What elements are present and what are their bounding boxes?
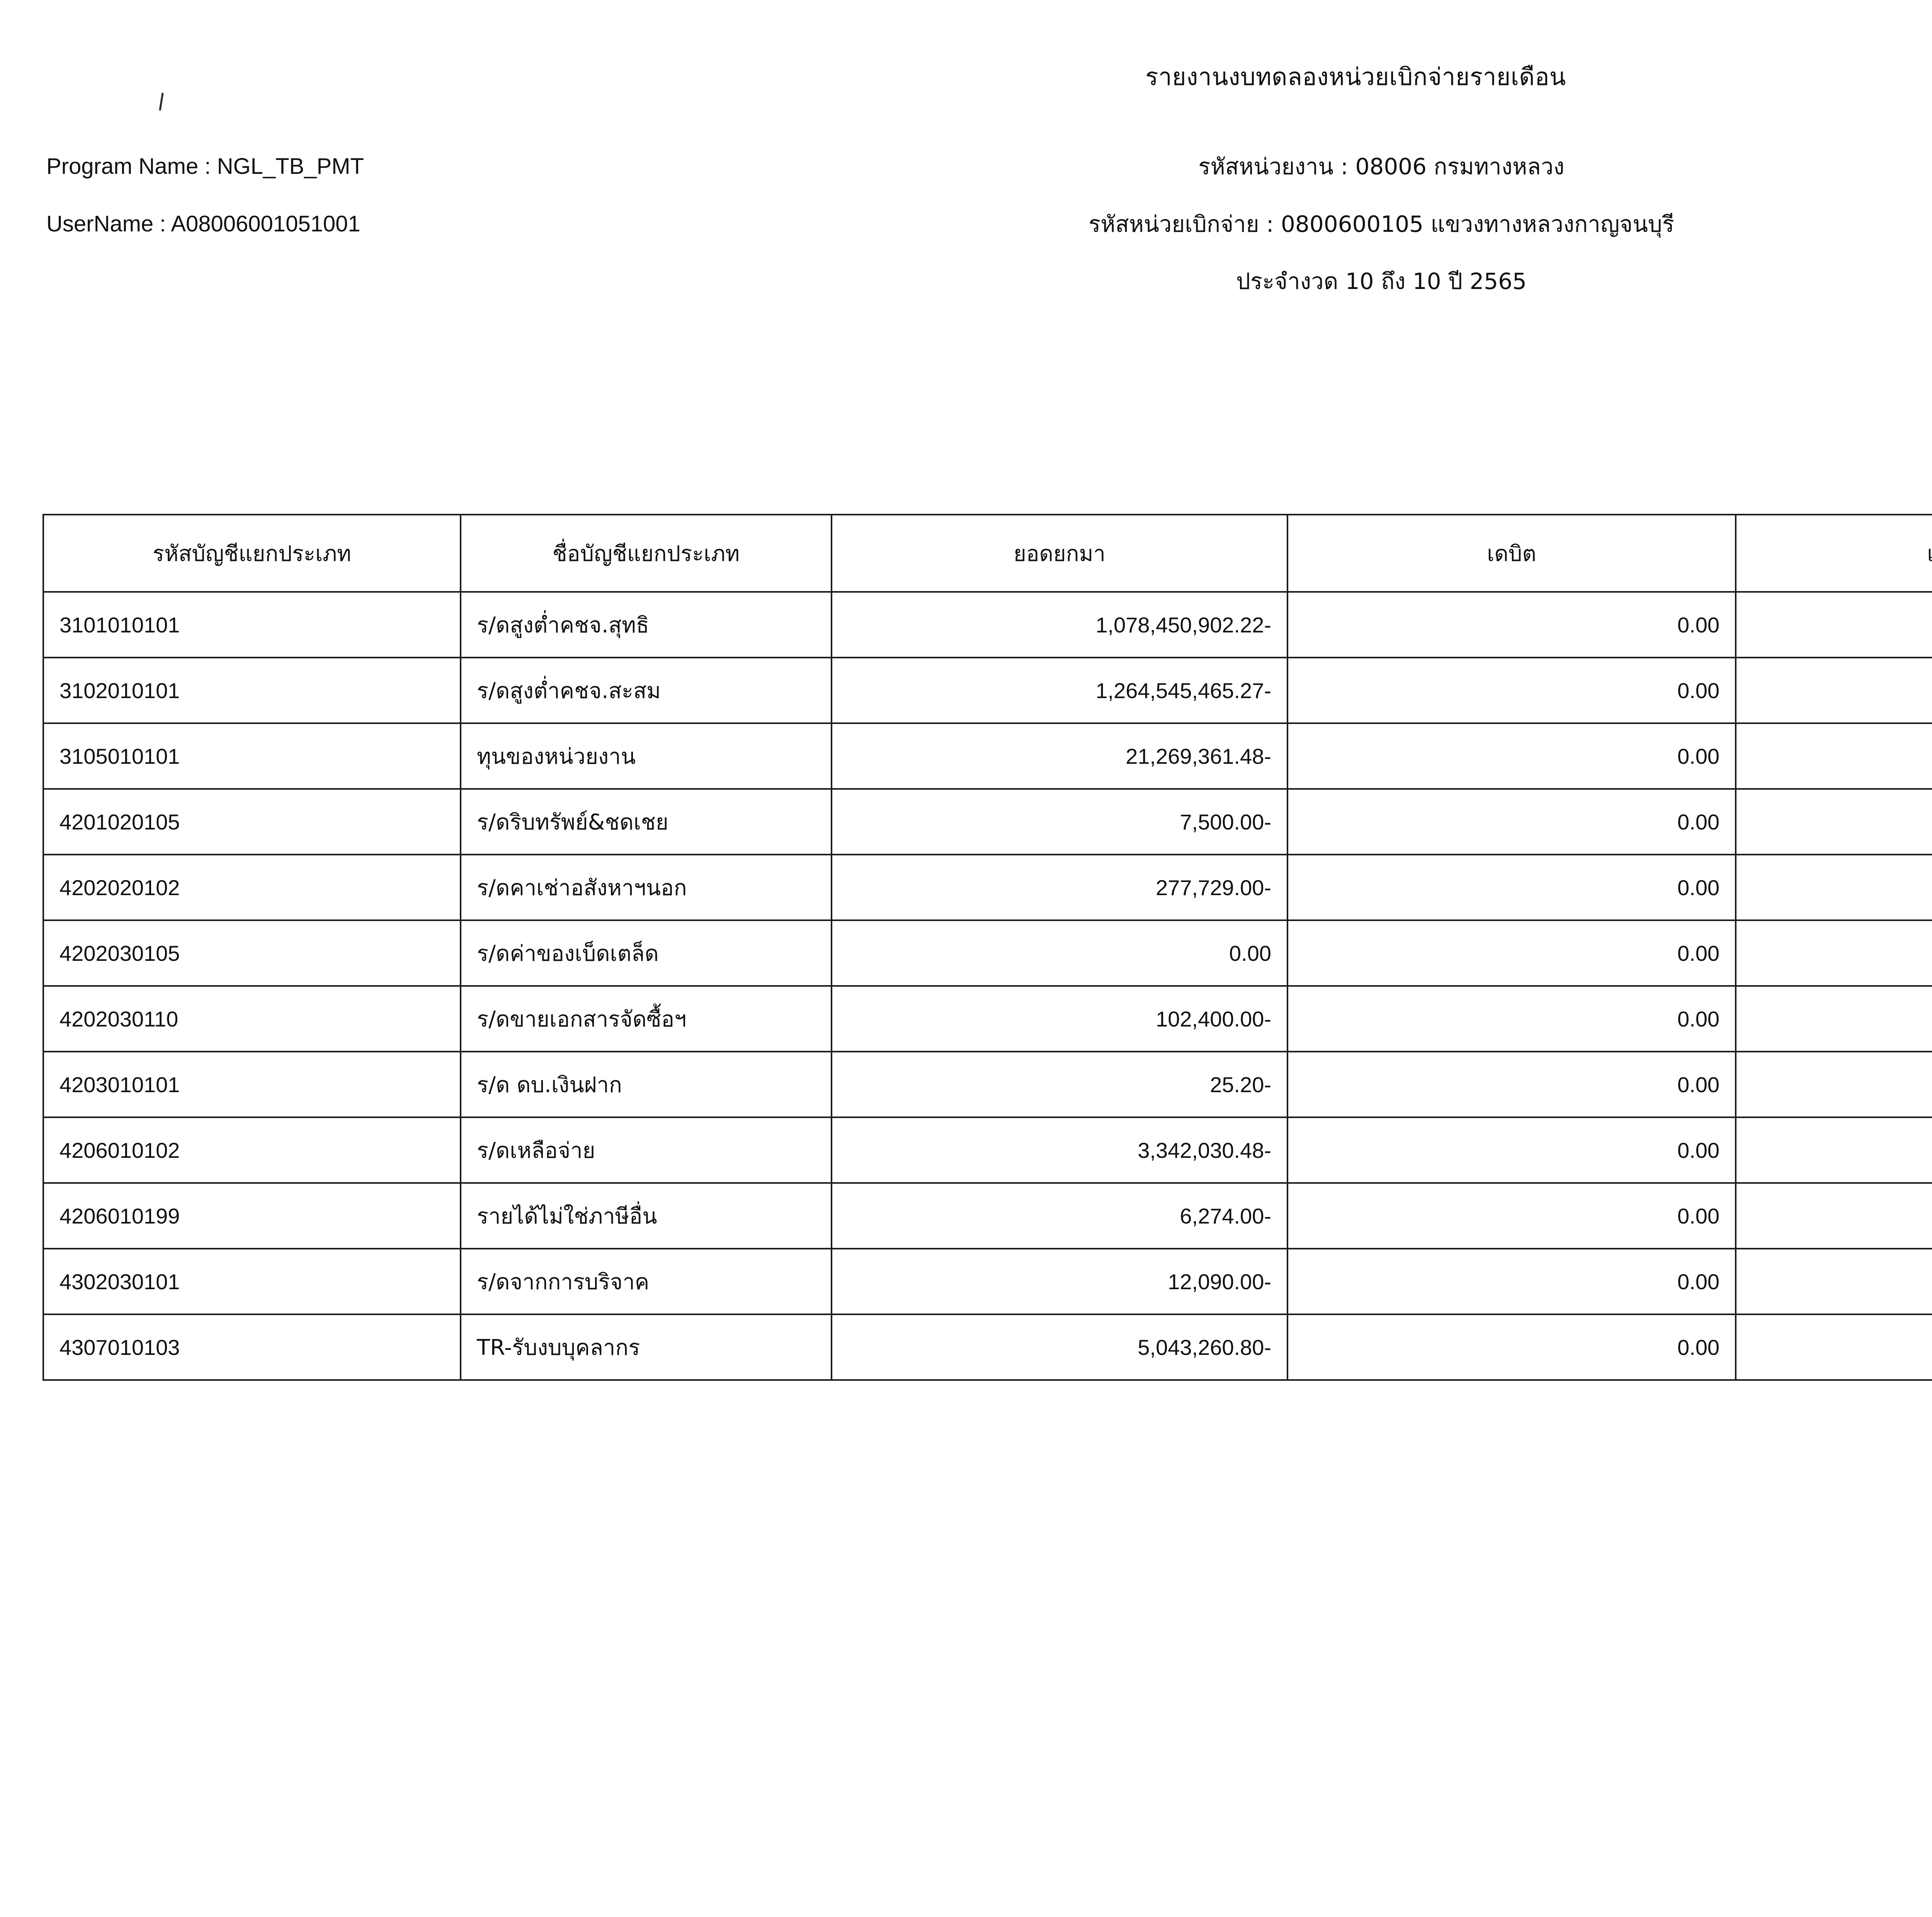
cell-credit: 789,361.00- [1735, 854, 1932, 921]
program-name-line: Program Name : NGL_TB_PMT [46, 154, 781, 179]
cell-credit: 564,075.00- [1735, 1314, 1932, 1381]
cell-opening-balance: 277,729.00- [831, 854, 1288, 921]
cell-account-name: ร/ดสูงต่ำคชจ.สุทธิ [460, 591, 832, 658]
cell-account-code: 4206010102 [43, 1117, 461, 1184]
cell-debit: 0.00 [1287, 788, 1736, 855]
cell-debit: 0.00 [1287, 1314, 1736, 1381]
cell-debit: 0.00 [1287, 1051, 1736, 1118]
ledger-table-wrapper: รหัสบัญชีแยกประเภท ชื่อบัญชีแยกประเภท ยอ… [43, 514, 1932, 1381]
cell-opening-balance: 1,264,545,465.27- [831, 657, 1288, 724]
cell-account-code: 3101010101 [43, 591, 461, 658]
table-row: 4202030105ร/ดค่าของเบ็ดเตล็ด0.000.002,00… [43, 919, 1932, 987]
cell-account-code: 3102010101 [43, 657, 461, 724]
column-header-debit: เดบิต [1287, 514, 1736, 593]
cell-account-name: ร/ดจากการบริจาค [460, 1248, 832, 1315]
agency-line: รหัสหน่วยงาน : 08006 กรมทางหลวง [1198, 153, 1565, 180]
column-header-account-code: รหัสบัญชีแยกประเภท [43, 514, 461, 593]
table-row: 4307010103 TR-รับงบบุคลากร 5,043,260.80- 0.… [43, 1314, 1932, 1381]
cell-account-code: 4202030105 [43, 919, 461, 987]
cell-opening-balance: 102,400.00- [831, 985, 1288, 1052]
cell-opening-balance: 21,269,361.48- [831, 722, 1288, 790]
cell-account-name: ร/ดขายเอกสารจัดซื้อฯ [460, 985, 832, 1052]
cell-account-code: 4201020105 [43, 788, 461, 855]
ledger-table: รหัสบัญชีแยกประเภท ชื่อบัญชีแยกประเภท ยอ… [43, 514, 1932, 1381]
cell-account-code: 4206010199 [43, 1182, 461, 1249]
cell-opening-balance: 7,500.00- [831, 788, 1288, 855]
cell-debit: 0.00 [1287, 919, 1736, 987]
cell-debit: 0.00 [1287, 1182, 1736, 1249]
cell-opening-balance: 5,043,260.80- [831, 1314, 1288, 1381]
table-row: 4206010102ร/ดเหลือจ่าย3,342,030.48-0.002… [43, 1117, 1932, 1184]
table-row: 3102010101 ร/ดสูงต่ำคชจ.สะสม 1,264,545,465… [43, 657, 1932, 724]
cell-credit: 0.00 [1735, 788, 1932, 855]
cell-debit: 0.00 [1287, 1117, 1736, 1184]
cell-debit: 0.00 [1287, 985, 1736, 1052]
cell-credit: 2,000.00- [1735, 919, 1932, 987]
cell-account-code: 4202020102 [43, 854, 461, 921]
cell-account-name: ร/ดคาเช่าอสังหาฯนอก [460, 854, 832, 921]
cell-debit: 0.00 [1287, 722, 1736, 790]
cell-account-code: 4202030110 [43, 985, 461, 1052]
cell-debit: 0.00 [1287, 854, 1736, 921]
cell-credit: 934.93- [1735, 1248, 1932, 1315]
cell-debit: 0.00 [1287, 591, 1736, 658]
cell-account-code: 4203010101 [43, 1051, 461, 1118]
period-line: ประจำงวด 10 ถึง 10 ปี 2565 [1236, 268, 1527, 295]
table-header-row: รหัสบัญชีแยกประเภท ชื่อบัญชีแยกประเภท ยอ… [43, 514, 1932, 593]
cell-credit: 49.23- [1735, 1051, 1932, 1118]
cell-account-name: รายได้ไม่ใช่ภาษีอื่น [460, 1182, 832, 1249]
cell-opening-balance: 12,090.00- [831, 1248, 1288, 1315]
username-value: A08006001051001 [171, 211, 361, 236]
cell-opening-balance: 3,342,030.48- [831, 1117, 1288, 1184]
program-name-label: Program Name : [46, 154, 211, 179]
cell-credit: 0.00 [1735, 722, 1932, 790]
cell-account-name: ร/ดเหลือจ่าย [460, 1117, 832, 1184]
table-row: 4206010199 รายได้ไม่ใช่ภาษีอื่น 6,274.00- 0… [43, 1182, 1932, 1249]
table-row: 4202030110 ร/ดขายเอกสารจัดซื้อฯ 102,400.00… [43, 985, 1932, 1052]
username-label: UserName : [46, 211, 166, 236]
cell-account-name: TR-รับงบบุคลากร [460, 1314, 832, 1381]
cell-opening-balance: 1,078,450,902.22- [831, 591, 1288, 658]
cell-credit: 0.00 [1735, 985, 1932, 1052]
cell-debit: 0.00 [1287, 657, 1736, 724]
table-row: 3105010101 ทุนของหน่วยงาน 21,269,361.48- 0.… [43, 722, 1932, 790]
report-header: Program Name : NGL_TB_PMT UserName : A08… [0, 154, 1932, 371]
table-row: 3101010101 ร/ดสูงต่ำคชจ.สุทธิ 1,078,450,90… [43, 591, 1932, 658]
table-row: 4202020102 ร/ดคาเช่าอสังหาฯนอก 277,729.00-… [43, 854, 1932, 921]
header-left-block: Program Name : NGL_TB_PMT UserName : A08… [46, 154, 781, 269]
cell-debit: 0.00 [1287, 1248, 1736, 1315]
cell-account-name: ร/ดค่าของเบ็ดเตล็ด [460, 919, 832, 987]
cell-opening-balance: 25.20- [831, 1051, 1288, 1118]
program-name-value: NGL_TB_PMT [217, 154, 364, 179]
table-body: 3101010101 ร/ดสูงต่ำคชจ.สุทธิ 1,078,450,90… [43, 591, 1932, 1381]
column-header-opening-balance: ยอดยกมา [831, 514, 1288, 593]
cell-opening-balance: 0.00 [831, 919, 1288, 987]
disbursement-unit-line: รหัสหน่วยเบิกจ่าย : 0800600105 แขวงทางหล… [1088, 211, 1674, 237]
cell-account-name: ร/ดสูงต่ำคชจ.สะสม [460, 657, 832, 724]
column-header-credit: เครดิต [1735, 514, 1932, 593]
page-title: รายงานงบทดลองหน่วยเบิกจ่ายรายเดือน [1145, 63, 1566, 91]
cell-credit: 205,303.50- [1735, 1117, 1932, 1184]
cell-account-name: ร/ด ดบ.เงินฝาก [460, 1051, 832, 1118]
header-center-block: รหัสหน่วยงาน : 08006 กรมทางหลวง รหัสหน่ว… [792, 155, 1932, 327]
cell-credit: 15.00- [1735, 1182, 1932, 1249]
cell-opening-balance: 6,274.00- [831, 1182, 1288, 1249]
cell-credit: 0.00 [1735, 657, 1932, 724]
cell-account-code: 4307010103 [43, 1314, 461, 1381]
column-header-account-name: ชื่อบัญชีแยกประเภท [460, 514, 832, 593]
table-row: 4302030101ร/ดจากการบริจาค12,090.00-0.009… [43, 1248, 1932, 1315]
table-row: 4201020105 ร/ดริบทรัพย์&ชดเชย 7,500.00- 0.0… [43, 788, 1932, 855]
table-head: รหัสบัญชีแยกประเภท ชื่อบัญชีแยกประเภท ยอ… [43, 514, 1932, 593]
cell-credit: 0.00 [1735, 591, 1932, 658]
cell-account-code: 4302030101 [43, 1248, 461, 1315]
username-line: UserName : A08006001051001 [46, 212, 781, 236]
cell-account-code: 3105010101 [43, 722, 461, 790]
cell-account-name: ร/ดริบทรัพย์&ชดเชย [460, 788, 832, 855]
cell-account-name: ทุนของหน่วยงาน [460, 722, 832, 790]
